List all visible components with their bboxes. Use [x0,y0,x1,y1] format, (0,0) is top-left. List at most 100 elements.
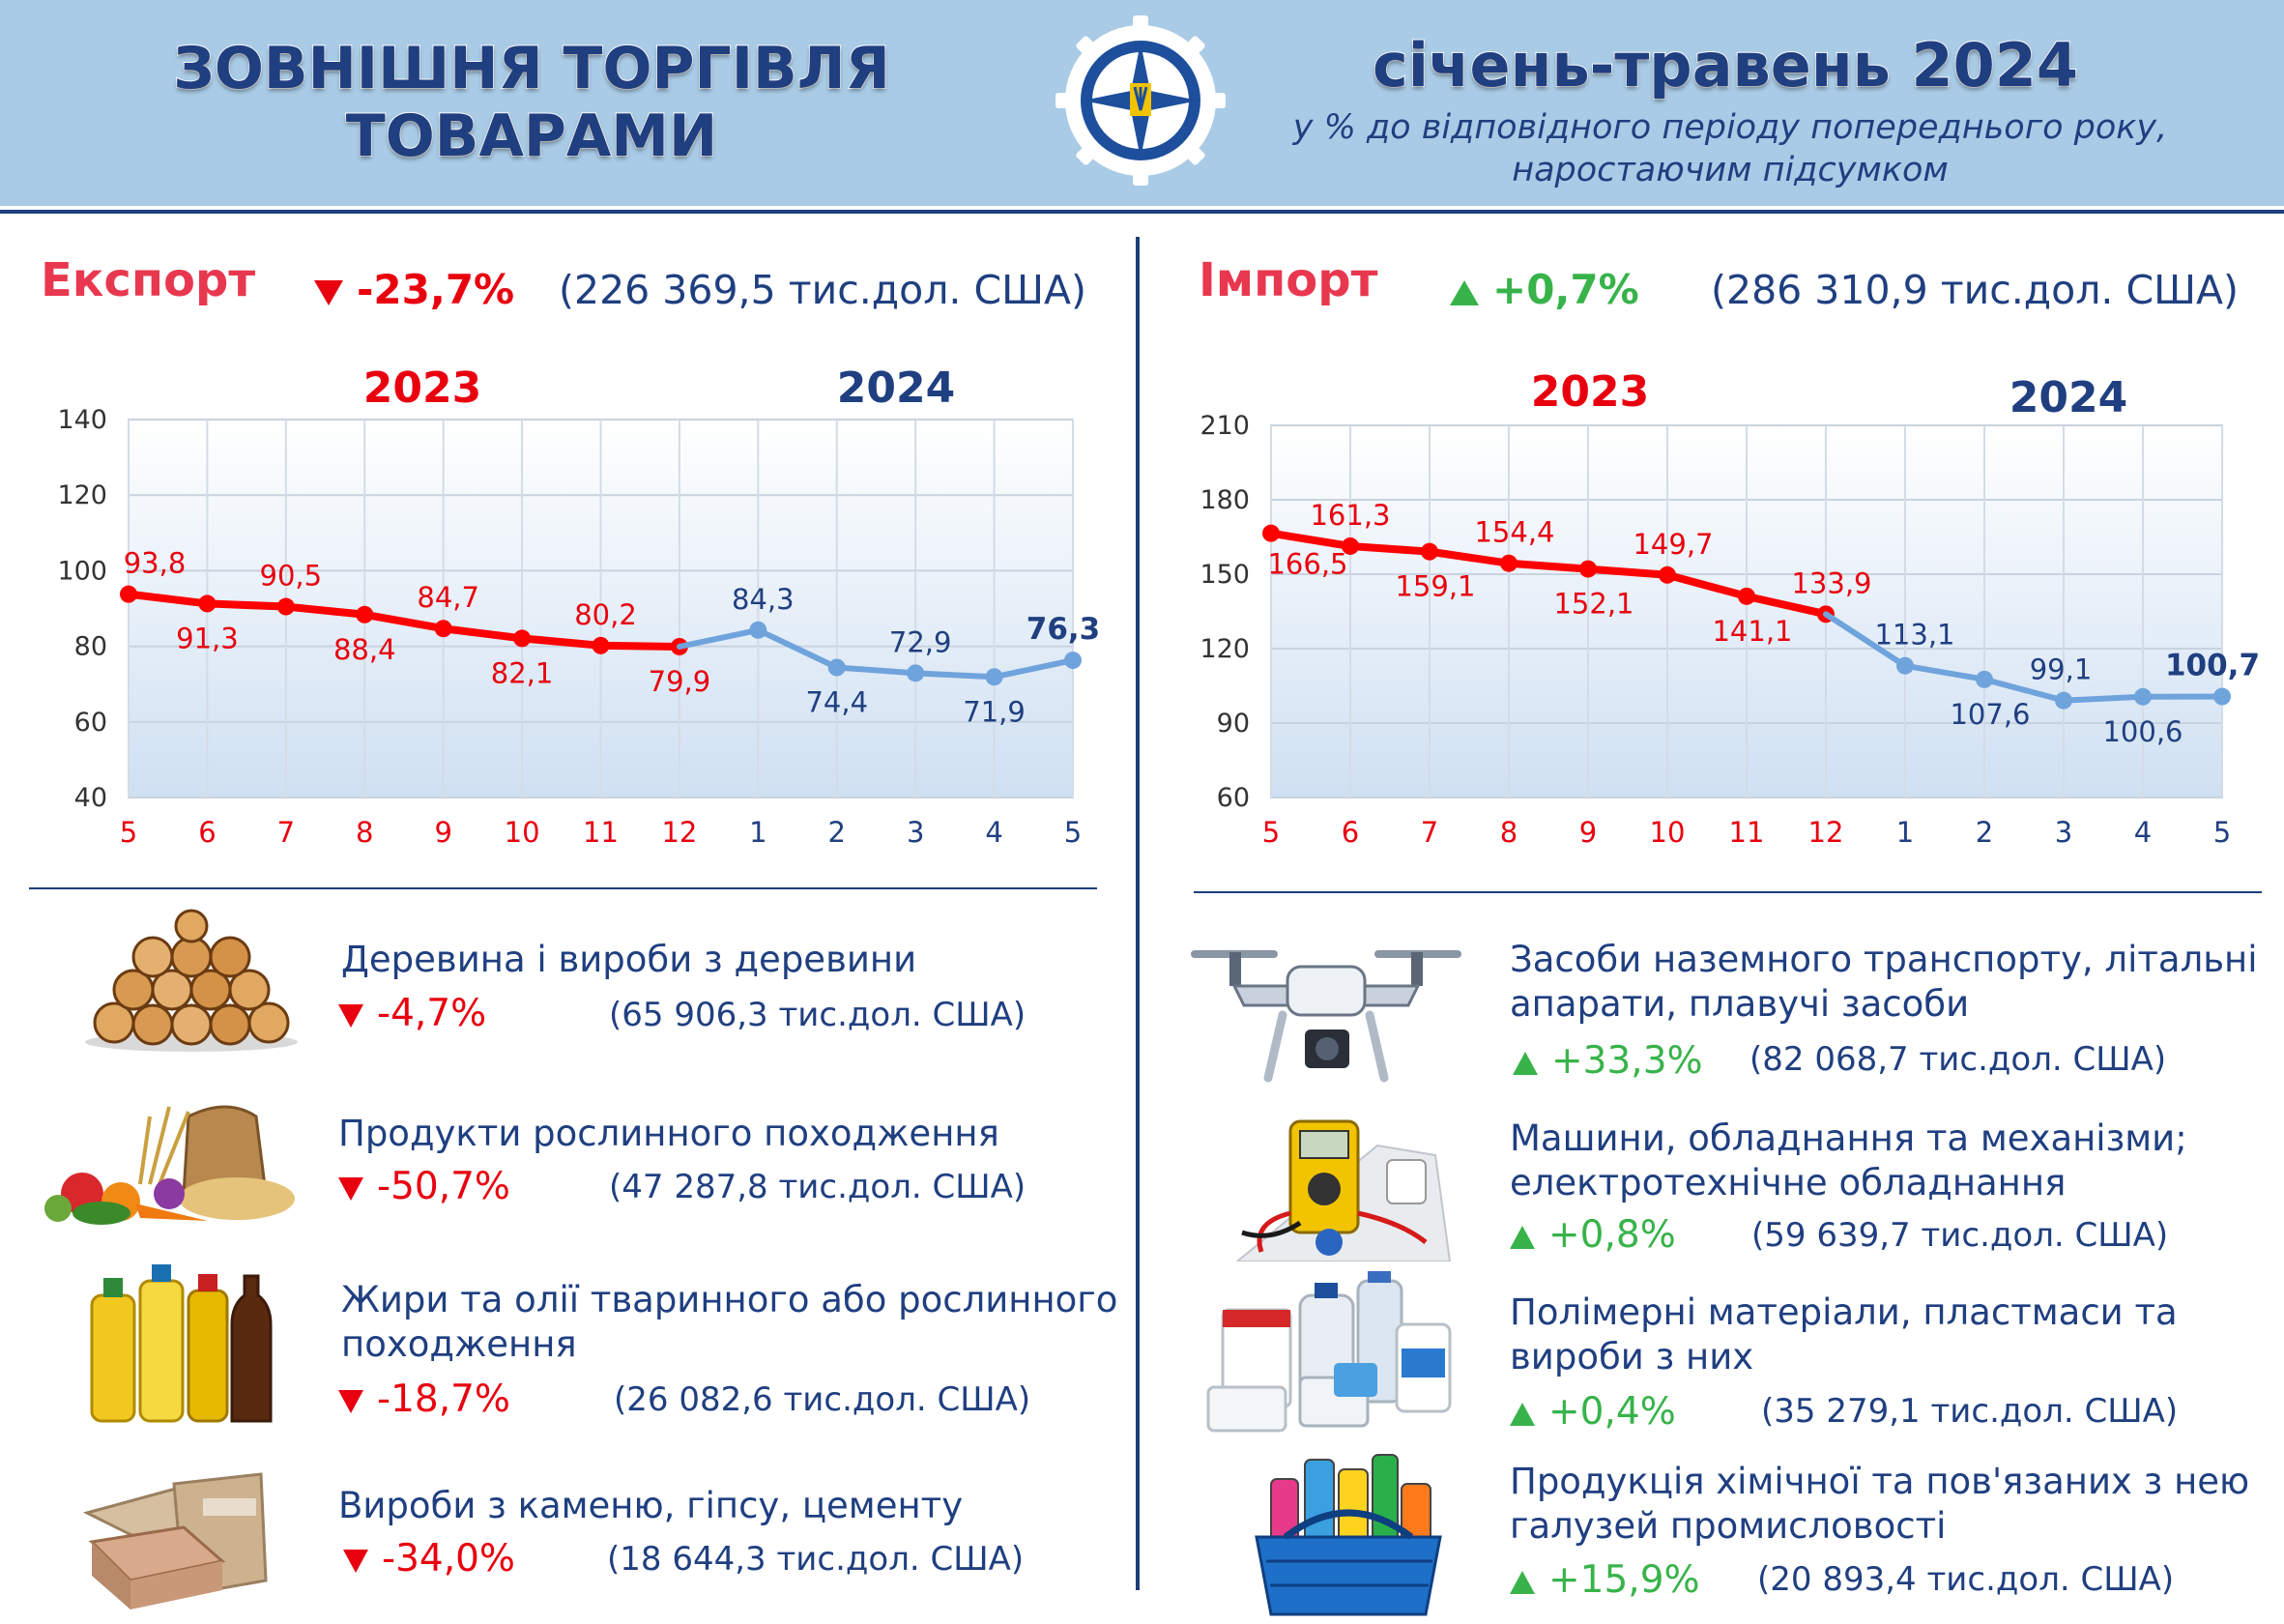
data-label: 74,4 [805,685,868,718]
data-label: 100,7 [2165,649,2260,683]
firewood-logs-icon [85,909,298,1052]
export-item-4-name: Вироби з каменю, гіпсу, цементу [338,1485,964,1526]
x-tick-label: 9 [1579,816,1597,849]
plastic-containers-icon [1206,1271,1452,1433]
import-item-2-change: +0,8% [1510,1213,1676,1257]
data-point-2024 [985,668,1003,686]
export-title: Експорт [41,253,256,307]
data-point-2024 [2055,691,2072,710]
import-item-1-total: (82 068,7 тис.дол. США) [1749,1040,2167,1079]
arrow-down-icon [314,279,343,305]
import-item-2-name: Машини, обладнання та механізми; електрот… [1510,1117,2187,1204]
data-label: 91,3 [176,622,239,654]
x-tick-label: 5 [1064,816,1082,849]
x-tick-label: 10 [1650,816,1686,849]
data-label: 88,4 [333,633,396,666]
export-item-3-total: (26 082,6 тис.дол. США) [614,1380,1031,1419]
x-tick-label: 8 [1500,816,1518,849]
cleaning-basket-icon [1255,1454,1442,1616]
data-point-2024 [1896,656,1914,675]
data-point-2023 [1342,536,1359,555]
data-label: 133,9 [1791,566,1871,599]
import-item-3-name: Полімерні матеріали, пластмаси та вироби … [1510,1291,2178,1378]
data-point-2023 [198,594,217,613]
period-subtitle-line1: у % до відповідного періоду попереднього… [1292,108,2168,147]
data-label: 141,1 [1712,615,1792,648]
x-tick-label: 2 [828,816,846,849]
series-line-2023 [1267,529,1830,619]
x-tick-label: 1 [749,816,766,849]
y-tick-label: 120 [1200,634,1250,664]
x-tick-label: 12 [1808,816,1844,849]
import-item-3-total: (35 279,1 тис.дол. США) [1761,1392,2179,1431]
data-label: 166,5 [1267,548,1347,581]
x-tick-label: 5 [120,816,137,849]
data-label: 84,7 [417,581,479,614]
import-item-1-name: Засоби наземного транспорту, літальні апа… [1510,939,2258,1025]
main-title-line1: ЗОВНІШНЯ ТОРГІВЛЯ [172,34,891,103]
section-divider [1136,237,1140,1590]
x-tick-label: 7 [277,816,295,849]
data-label: 76,3 [1026,612,1101,647]
export-item-4-total: (18 644,3 тис.дол. США) [607,1540,1025,1579]
x-tick-label: 7 [1421,816,1438,849]
main-title-line2: ТОВАРАМИ [345,102,718,171]
arrow-down-icon [343,1549,368,1573]
state-statistics-service-emblem-icon [1055,15,1226,186]
data-point-2023 [1659,566,1676,584]
data-label: 80,2 [574,598,637,631]
data-label: 100,6 [2102,715,2183,748]
x-tick-label: 3 [2055,816,2072,849]
y-tick-label: 40 [74,783,107,813]
x-tick-label: 5 [1262,816,1280,849]
series-line-2024 [676,626,1076,681]
arrow-up-icon [1450,279,1479,305]
data-point-2023 [1738,587,1755,605]
x-tick-label: 6 [1342,816,1359,849]
arrow-up-icon [1513,1051,1538,1075]
data-point-2023 [1500,554,1518,572]
data-point-2023 [120,585,137,603]
arrow-down-icon [338,1176,363,1201]
arrow-down-icon [338,1389,363,1413]
vegetables-grain-icon [44,1105,295,1225]
y-tick-label: 80 [74,632,107,662]
export-item-2-change: -50,7% [338,1165,510,1208]
x-tick-label: 12 [661,816,697,849]
export-item-3-change: -18,7% [338,1378,510,1421]
data-point-2024 [1976,670,1993,688]
data-label: 72,9 [889,625,952,658]
import-item-2-total: (59 639,7 тис.дол. США) [1751,1216,2169,1255]
x-tick-label: 1 [1896,816,1914,849]
import-item-4-total: (20 893,4 тис.дол. США) [1757,1560,2175,1599]
data-label: 79,9 [649,665,711,698]
series-line-2023 [125,590,683,651]
year-label-2024: 2024 [837,363,955,413]
data-point-2024 [2213,687,2231,706]
data-label: 90,5 [260,560,323,593]
x-tick-label: 4 [2134,816,2152,849]
drone-icon [1191,950,1461,1083]
oil-bottles-icon [90,1264,273,1423]
period-title: січень-травень 2024 [1372,29,2079,102]
y-tick-label: 140 [57,405,107,435]
data-point-2023 [356,605,374,624]
y-tick-label: 180 [1200,485,1250,515]
data-point-2024 [827,658,846,677]
data-label: 71,9 [963,695,1026,728]
data-label: 149,7 [1633,528,1713,561]
x-tick-label: 5 [2213,816,2231,849]
export-total: (226 369,5 тис.дол. США) [559,267,1087,313]
main-title: ЗОВНІШНЯ ТОРГІВЛЯ ТОВАРАМИ [58,34,1005,171]
data-point-2023 [592,636,610,654]
import-item-1-change: +33,3% [1513,1039,1703,1083]
period-subtitle-line2: наростаючим підсумком [1512,151,1949,189]
export-change: -23,7% [314,266,514,313]
export-item-1-name: Деревина і вироби з деревини [341,939,917,980]
y-tick-label: 210 [1200,411,1250,441]
x-tick-label: 9 [434,816,451,849]
header-divider [0,210,2284,214]
data-point-2024 [749,621,767,639]
export-item-2-total: (47 287,8 тис.дол. США) [609,1168,1026,1206]
data-point-2023 [513,629,532,648]
